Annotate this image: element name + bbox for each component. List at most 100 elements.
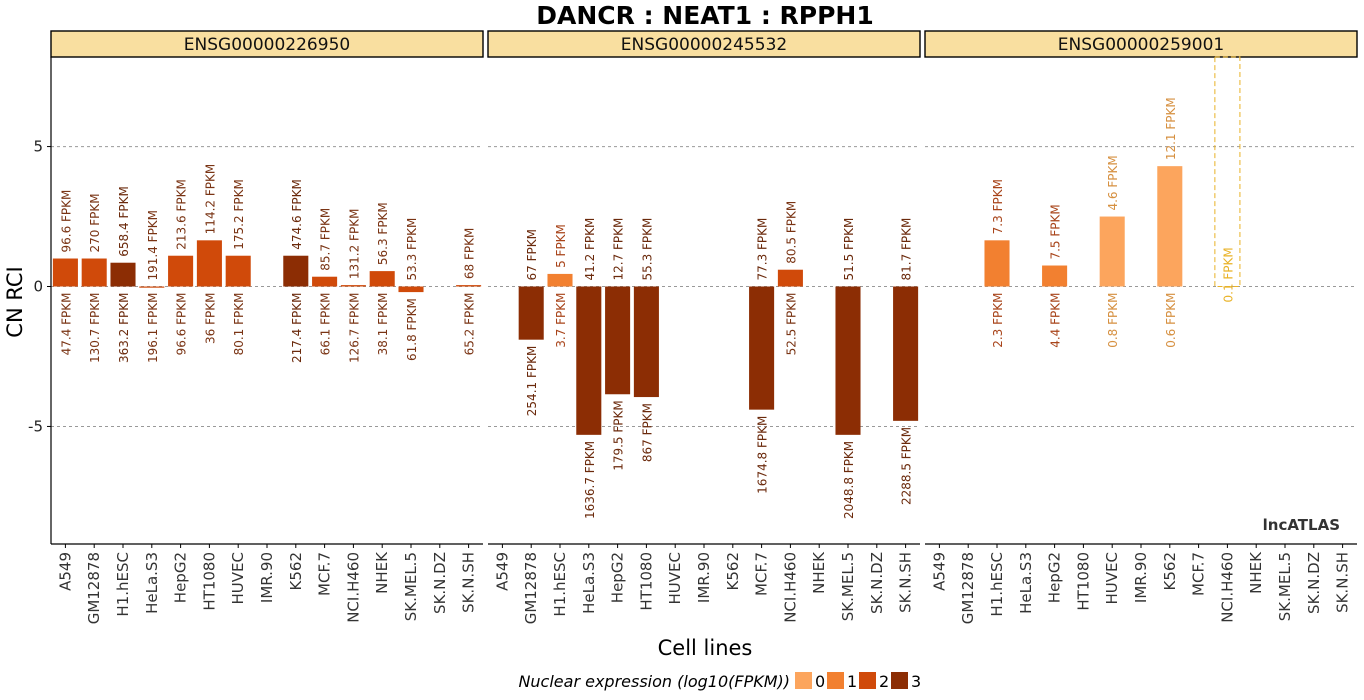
bar-top-label: 270 FPKM — [88, 193, 102, 252]
panel-strip — [50, 30, 484, 58]
bar-top-label: 51.5 FPKM — [842, 218, 856, 281]
bar-top-label: 12.1 FPKM — [1164, 97, 1178, 160]
bar-top-label: 658.4 FPKM — [117, 186, 131, 257]
bar-SK.N.SH — [456, 285, 482, 287]
legend-swatch — [891, 672, 908, 689]
x-tick-label: HT1080 — [1074, 552, 1092, 611]
x-tick-label: K562 — [287, 552, 305, 590]
x-tick-label: MCF.7 — [316, 552, 334, 596]
x-tick-label: A549 — [930, 552, 948, 591]
bar-SK.MEL.5 — [835, 286, 861, 435]
legend-label: 0 — [815, 672, 825, 691]
x-tick-label: K562 — [1161, 552, 1179, 590]
bar-top-label: 175.2 FPKM — [232, 179, 246, 250]
bar-top-label: 67 FPKM — [525, 229, 539, 280]
bar-bottom-label: 2288.5 FPKM — [900, 427, 914, 505]
x-tick-label: A549 — [493, 552, 511, 591]
legend-swatch — [795, 672, 812, 689]
panel-strip-label: ENSG00000226950 — [184, 35, 350, 55]
bar-top-label: 213.6 FPKM — [175, 179, 189, 250]
x-tick-label: SK.MEL.5 — [1276, 552, 1294, 621]
bar-top-label: 474.6 FPKM — [290, 179, 304, 250]
x-tick-label: NCI.H460 — [781, 552, 799, 623]
bar-H1.hESC — [547, 273, 573, 287]
x-tick-label: HT1080 — [637, 552, 655, 611]
x-tick-label: HUVEC — [1103, 552, 1121, 604]
bar-top-label: 80.5 FPKM — [784, 201, 798, 264]
bar-HepG2 — [605, 286, 631, 395]
bar-bottom-label: 1674.8 FPKM — [756, 416, 770, 494]
bar-bottom-label: 0.8 FPKM — [1106, 293, 1120, 348]
bar-bottom-label: 38.1 FPKM — [376, 293, 390, 356]
bar-top-label: 81.7 FPKM — [900, 218, 914, 281]
bar-top-label: 7.3 FPKM — [991, 179, 1005, 234]
bar-NCI.H460 — [777, 269, 803, 287]
bar-top-label: 12.7 FPKM — [612, 218, 626, 281]
x-tick-label: HeLa.S3 — [580, 552, 598, 614]
bar-top-label: 55.3 FPKM — [640, 218, 654, 281]
bar-H1.hESC — [984, 240, 1010, 287]
bar-top-label: 131.2 FPKM — [347, 209, 361, 280]
bar-bottom-label: 2048.8 FPKM — [842, 441, 856, 519]
x-tick-label: HUVEC — [229, 552, 247, 604]
x-tick-label: IMR.90 — [258, 552, 276, 603]
bar-GM12878 — [518, 286, 544, 340]
x-tick-label: NHEK — [810, 551, 828, 594]
bar-top-label: 53.3 FPKM — [405, 218, 419, 281]
x-tick-label: GM12878 — [85, 552, 103, 624]
bar-MCF.7 — [312, 276, 338, 287]
y-axis-title: CN RCI — [3, 266, 27, 337]
x-tick-label: GM12878 — [522, 552, 540, 624]
bar-H1.hESC — [110, 262, 136, 287]
x-tick-label: IMR.90 — [1132, 552, 1150, 603]
x-tick-label: HepG2 — [172, 552, 190, 603]
x-tick-label: H1.hESC — [551, 552, 569, 617]
bar-SK.N.SH — [893, 286, 919, 421]
y-tick-label: -5 — [28, 417, 43, 435]
bar-HUVEC — [225, 255, 251, 287]
bar-top-label: 191.4 FPKM — [146, 210, 160, 281]
bar-bottom-label: 867 FPKM — [640, 403, 654, 462]
bar-K562 — [1157, 166, 1183, 287]
x-tick-label: HT1080 — [200, 552, 218, 611]
bar-NHEK — [369, 271, 395, 287]
y-tick-label: 5 — [33, 138, 43, 156]
bar-bottom-label: 179.5 FPKM — [612, 400, 626, 471]
x-tick-label: GM12878 — [959, 552, 977, 624]
x-tick-label: SK.N.DZ — [431, 552, 449, 614]
bar-top-label: 5 FPKM — [554, 224, 568, 268]
x-tick-label: SK.N.SH — [897, 552, 915, 613]
bar-bottom-label: 47.4 FPKM — [59, 293, 73, 356]
x-tick-label: NCI.H460 — [1218, 552, 1236, 623]
bar-bottom-label: 4.4 FPKM — [1049, 293, 1063, 348]
bar-top-label: 68 FPKM — [463, 228, 477, 279]
y-tick-label: 0 — [33, 278, 43, 296]
bar-inner-label: 0.1 FPKM — [1221, 247, 1235, 302]
panel-strip — [924, 30, 1358, 58]
x-axis-title: Cell lines — [658, 636, 753, 660]
x-tick-label: SK.N.SH — [1334, 552, 1352, 613]
x-tick-label: SK.MEL.5 — [839, 552, 857, 621]
bar-top-label: 77.3 FPKM — [756, 218, 770, 281]
legend-label: 1 — [847, 672, 857, 691]
legend: Nuclear expression (log10(FPKM)) 0 1 2 3 — [518, 672, 921, 691]
legend-swatch — [827, 672, 844, 689]
x-tick-label: NHEK — [373, 551, 391, 594]
bar-NCI.H460 — [1214, 56, 1241, 288]
bar-HT1080 — [633, 286, 659, 398]
x-tick-label: H1.hESC — [114, 552, 132, 617]
bar-HeLa.S3 — [139, 286, 165, 288]
bar-bottom-label: 363.2 FPKM — [117, 293, 131, 364]
bar-bottom-label: 66.1 FPKM — [319, 293, 333, 356]
watermark-label: lncATLAS — [1263, 516, 1340, 534]
bar-SK.MEL.5 — [398, 286, 424, 293]
x-tick-label: HeLa.S3 — [143, 552, 161, 614]
bar-bottom-label: 36 FPKM — [203, 293, 217, 344]
bar-top-label: 7.5 FPKM — [1049, 204, 1063, 259]
legend-swatch — [859, 672, 876, 689]
x-tick-label: HUVEC — [666, 552, 684, 604]
bar-MCF.7 — [749, 286, 775, 410]
bar-bottom-label: 3.7 FPKM — [554, 293, 568, 348]
panel-2: ENSG00000245532 A549 GM12878 H1.hESC HeLa.S3… — [487, 30, 921, 624]
